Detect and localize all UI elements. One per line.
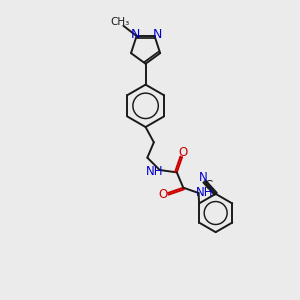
Text: C: C [205, 179, 213, 192]
Text: NH: NH [196, 186, 213, 199]
Text: CH₃: CH₃ [110, 17, 129, 27]
Text: N: N [130, 28, 140, 41]
Text: O: O [158, 188, 167, 201]
Text: NH: NH [146, 165, 163, 178]
Text: O: O [178, 146, 187, 159]
Text: N: N [199, 172, 208, 184]
Text: N: N [152, 28, 162, 41]
